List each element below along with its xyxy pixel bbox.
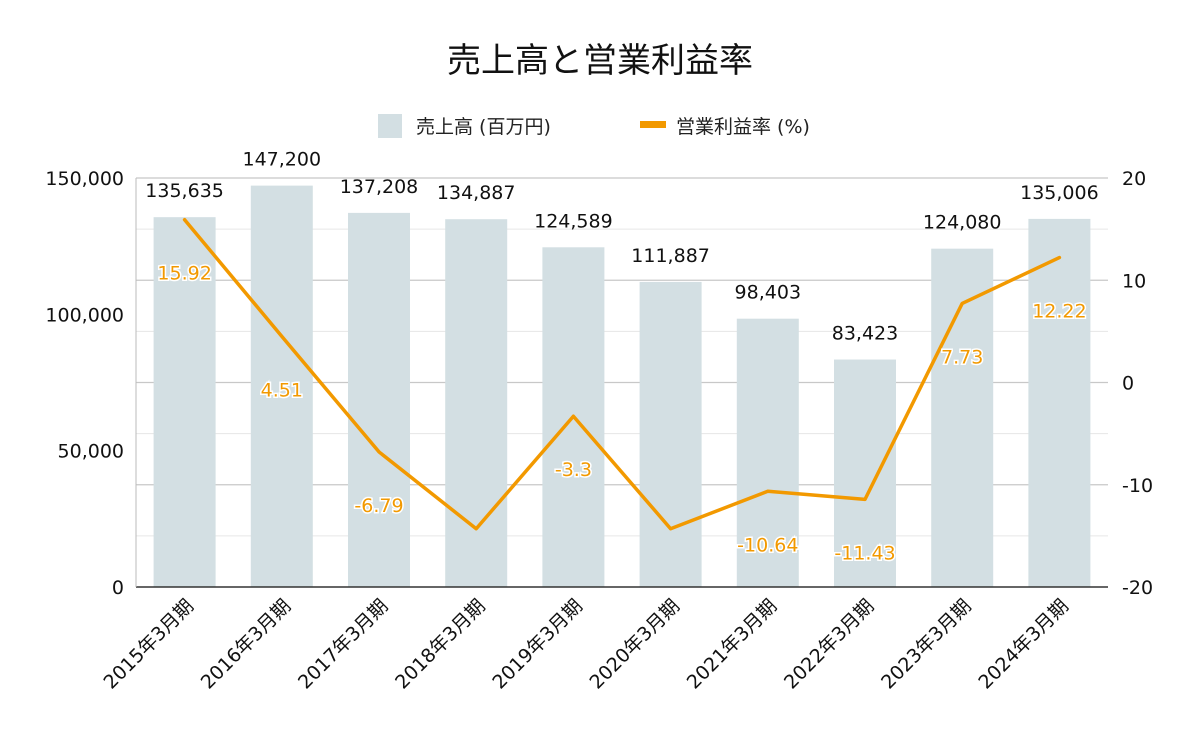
- right-tick-label: 20: [1122, 168, 1146, 190]
- bar-value-label: 134,887: [437, 182, 516, 204]
- sales-bars: [153, 185, 1091, 587]
- category-label: 2019年3月期: [488, 595, 587, 694]
- bar-value-label: 137,208: [340, 176, 419, 198]
- category-label: 2020年3月期: [586, 595, 685, 694]
- sales-bar: [639, 281, 702, 587]
- left-tick-label: 100,000: [45, 304, 124, 326]
- legend-label-sales: 売上高 (百万円): [416, 116, 551, 138]
- margin-value-label: -3.3: [555, 459, 592, 481]
- legend-swatch-margin: [640, 121, 666, 128]
- bar-value-label: 135,635: [145, 180, 224, 202]
- left-tick-label: 0: [112, 577, 124, 599]
- bar-value-label: 147,200: [243, 149, 322, 171]
- category-label: 2023年3月期: [877, 595, 976, 694]
- sales-bar: [834, 359, 896, 587]
- category-label: 2016年3月期: [197, 595, 296, 694]
- right-tick-label: -20: [1122, 577, 1153, 599]
- margin-value-label: -11.43: [834, 542, 895, 564]
- margin-value-label: 15.92: [157, 263, 211, 285]
- category-label: 2022年3月期: [780, 595, 879, 694]
- left-tick-label: 50,000: [58, 441, 124, 463]
- sales-bar: [736, 318, 799, 587]
- bar-value-label: 98,403: [735, 282, 801, 304]
- category-label: 2015年3月期: [100, 595, 199, 694]
- bar-value-label: 124,080: [923, 212, 1002, 234]
- margin-value-label: 4.51: [261, 379, 303, 401]
- data-labels: 135,635 147,200 137,208 134,887 124,589 111,8…: [145, 149, 1099, 566]
- sales-bar: [445, 219, 508, 587]
- right-tick-label: -10: [1122, 475, 1153, 497]
- legend-swatch-sales: [378, 114, 402, 138]
- category-label: 2018年3月期: [391, 595, 490, 694]
- bar-value-label: 135,006: [1020, 182, 1099, 204]
- legend-label-margin: 営業利益率 (%): [676, 116, 810, 138]
- legend: 売上高 (百万円) 営業利益率 (%): [378, 114, 810, 138]
- margin-value-label: -10.64: [737, 534, 798, 556]
- sales-bar: [1028, 218, 1091, 587]
- chart-title: 売上高と営業利益率: [447, 41, 753, 81]
- category-label: 2021年3月期: [683, 595, 782, 694]
- margin-line: [182, 217, 1062, 531]
- sales-bar: [250, 185, 313, 587]
- sales-bar: [348, 212, 410, 587]
- sales-bar: [931, 248, 994, 587]
- bar-value-label: 124,589: [534, 210, 613, 232]
- right-tick-label: 0: [1122, 373, 1134, 395]
- bar-value-label: 83,423: [832, 323, 898, 345]
- margin-value-label: 12.22: [1032, 301, 1086, 323]
- category-label: 2017年3月期: [294, 595, 393, 694]
- category-label: 2024年3月期: [974, 595, 1073, 694]
- sales-bar: [153, 217, 216, 587]
- right-tick-label: 10: [1122, 270, 1146, 292]
- margin-line-path: [182, 217, 1062, 531]
- bar-value-label: 111,887: [631, 245, 710, 267]
- left-tick-label: 150,000: [45, 168, 124, 190]
- margin-value-label: 7.73: [941, 346, 983, 368]
- margin-value-label: -6.79: [354, 495, 403, 517]
